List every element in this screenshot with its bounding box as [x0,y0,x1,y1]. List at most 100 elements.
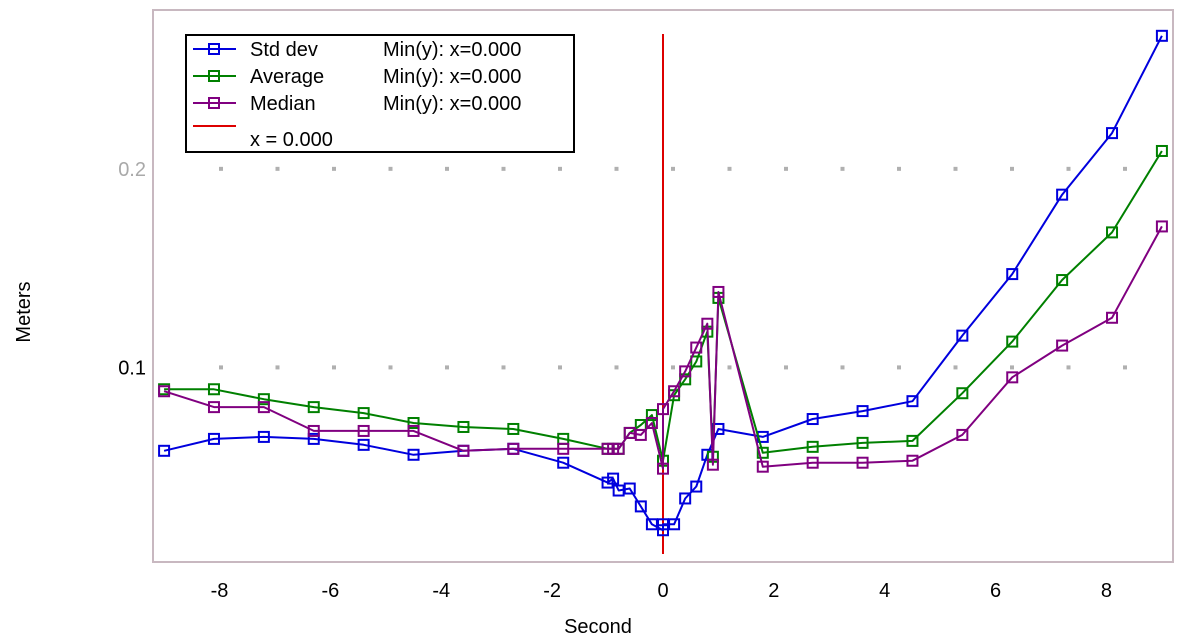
x-tick-label: 0 [657,580,668,602]
grid-dot [953,166,958,171]
data-point [357,438,370,451]
grid-dot [727,166,732,171]
y-tick-label: 0.1 [118,357,146,379]
series-layer [158,29,1168,537]
data-point [756,460,769,473]
legend-series-name: Std dev [250,39,318,61]
grid-dot [1066,166,1071,171]
legend-entry: Average Min(y): x=0.000 [193,66,521,88]
grid-dot [219,166,223,171]
data-point [1006,371,1019,384]
data-point [856,405,869,418]
data-point [856,436,869,449]
grid-dot [727,365,732,370]
legend-entry: Median Min(y): x=0.000 [193,93,521,115]
grid-dot [784,365,788,370]
grid-dot [953,365,958,370]
data-point [257,430,270,443]
grid-dot [1123,365,1127,370]
legend-note: Min(y): x=0.000 [383,66,521,88]
data-point [307,424,320,437]
data-point [690,355,703,368]
grid-dot [219,365,223,370]
data-point [634,500,647,513]
data-point [1056,274,1069,287]
data-point [1155,144,1168,157]
grid-dot [388,365,393,370]
plot-frame [152,9,1174,563]
data-point [1006,268,1019,281]
data-point [507,422,520,435]
data-point [623,482,636,495]
data-point [158,385,171,398]
data-point [690,341,703,354]
data-point [806,440,819,453]
data-point [257,393,270,406]
legend-entry: Std dev Min(y): x=0.000 [193,39,521,61]
legend-marker [208,97,220,109]
data-point [706,458,719,471]
grid-dot [614,365,619,370]
data-point [1106,226,1119,239]
data-point [357,407,370,420]
legend-series-name: Median [250,93,316,115]
legend-marker [208,43,220,55]
data-point [1056,188,1069,201]
y-tick-label: 0.2 [118,159,146,181]
data-point [645,518,658,531]
data-point [806,456,819,469]
grid-dot [388,166,393,171]
data-point [690,480,703,493]
data-point [956,428,969,441]
legend-marker-label: x = 0.000 [250,129,333,151]
data-point [1106,311,1119,324]
data-point [607,472,620,485]
data-point [645,409,658,422]
x-tick-label: 6 [990,580,1001,602]
x-tick-label: 4 [879,580,890,602]
grid-dot [275,365,280,370]
data-point [307,432,320,445]
data-point [457,420,470,433]
data-point [407,417,420,430]
grid-dot [784,166,788,171]
data-point [257,401,270,414]
data-point [507,442,520,455]
data-point [668,385,681,398]
data-point [612,484,625,497]
legend-marker [208,70,220,82]
grid-dot [1066,365,1071,370]
data-point [806,413,819,426]
series-median [158,220,1168,475]
data-point [207,432,220,445]
legend-box [185,34,575,153]
grid-dot [275,166,280,171]
x-tick-label: -2 [543,580,561,602]
data-point [701,317,714,330]
legend-note: Min(y): x=0.000 [383,93,521,115]
data-point [668,518,681,531]
x-axis-label: Second [564,616,632,638]
x-tick-label: 2 [768,580,779,602]
data-point [407,424,420,437]
data-point [1006,335,1019,348]
data-point [712,285,725,298]
legend: Std dev Min(y): x=0.000 Average Min(y): x=0… [185,34,575,153]
series-line [163,225,1163,470]
x-tick-label: -6 [321,580,339,602]
grid-dot [1010,166,1014,171]
data-point [307,401,320,414]
grid-dot [558,166,562,171]
x-axis-ticks: -8 -6 -4 -2 0 2 4 6 8 [211,580,1112,602]
grid-dot [1123,166,1127,171]
grid-dot [1010,365,1014,370]
grid-dot [332,166,336,171]
grid-dot [445,365,449,370]
data-point [407,448,420,461]
data-point [756,446,769,459]
data-point [634,428,647,441]
legend-note: Min(y): x=0.000 [383,39,521,61]
data-point [557,456,570,469]
legend-entries: Std dev Min(y): x=0.000 Average Min(y): x=0… [193,39,521,151]
